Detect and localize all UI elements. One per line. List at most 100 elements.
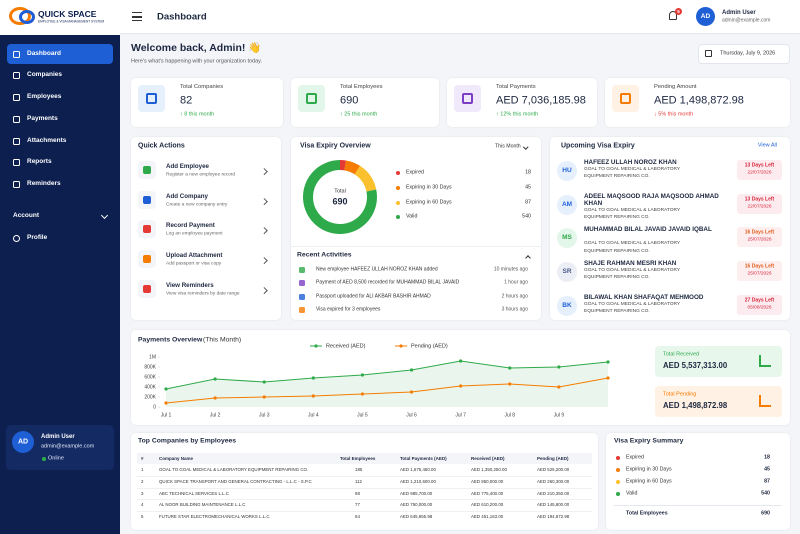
- avatar: [12, 431, 34, 453]
- table-cell: AED 1,350,250.00: [471, 466, 507, 472]
- nav-item[interactable]: Attachments: [27, 136, 67, 144]
- column-header: Total Payments (AED): [400, 455, 447, 461]
- action-title[interactable]: Upload Attachment: [166, 251, 223, 259]
- table-cell: 2: [141, 478, 144, 484]
- visa-summary-card: [606, 433, 790, 530]
- action-subtitle: Register a new employee record: [166, 172, 236, 178]
- table-cell: AED 525,200.00: [537, 466, 570, 472]
- user-name: Admin User: [41, 434, 75, 440]
- employee-company: GOAL TO GOAL MEDICAL & LABORATORY EQUIPM…: [584, 301, 680, 314]
- stat-trend: ↑ 25 this month: [340, 111, 378, 118]
- avatar-initials: AD: [700, 12, 711, 20]
- action-title[interactable]: View Reminders: [166, 281, 214, 289]
- nav-item[interactable]: Companies: [27, 70, 63, 78]
- legend-dot: [396, 215, 400, 220]
- column-header: #: [141, 455, 144, 461]
- employee-name: ADEEL MAQSOOD RAJA MAQSOOD AHMAD KHAN: [584, 192, 719, 207]
- stat-trend: ↓ 5% this month: [654, 111, 694, 118]
- table-cell: 5: [141, 513, 144, 519]
- card-title: Recent Activities: [297, 251, 352, 259]
- row-divider: [137, 499, 592, 501]
- column-header: Total Employees: [340, 455, 376, 461]
- nav-item[interactable]: Reminders: [27, 179, 61, 187]
- legend-dot: [396, 200, 400, 205]
- nav-item[interactable]: Reports: [27, 157, 52, 165]
- nav-item[interactable]: Employees: [27, 92, 62, 100]
- employee-avatar: [557, 262, 577, 283]
- table-cell: 98: [355, 490, 360, 496]
- legend-label: Expiring in 60 Days: [406, 198, 452, 205]
- bell-icon[interactable]: [669, 11, 677, 20]
- employee-name: SHAJE RAHMAN MESRI KHAN: [584, 260, 677, 268]
- table-cell: AED 260,300.00: [537, 478, 570, 484]
- stat-icon: [306, 93, 317, 104]
- legend-dot: [396, 185, 400, 190]
- legend-dot: [616, 491, 621, 497]
- table-cell: GOAL TO GOAL MEDICAL & LABORATORY EQUIPM…: [159, 466, 309, 472]
- legend-value: 87: [525, 198, 531, 205]
- days-badge: [737, 294, 782, 315]
- nav-item[interactable]: Payments: [27, 114, 58, 122]
- nav-icon: [13, 180, 20, 188]
- legend-dot: [616, 479, 621, 485]
- expiry-date: 22/07/2026: [747, 170, 772, 176]
- nav-item[interactable]: Dashboard: [27, 49, 61, 57]
- action-subtitle: Log an employee payment: [166, 231, 223, 237]
- activity-text: Passport uploaded for ALI AKBAR BASHIR A…: [316, 293, 431, 300]
- table-cell: 64: [355, 513, 360, 519]
- activity-icon: [299, 267, 305, 273]
- employee-company: GOAL TO GOAL MEDICAL & LABORATORY EQUIPM…: [584, 268, 680, 281]
- days-badge: [737, 261, 782, 282]
- table-cell: AL NOOR BUILDING MAINTENANCE L.L.C: [159, 502, 246, 508]
- column-header: Pending (AED): [537, 455, 569, 461]
- legend-value: 18: [525, 169, 531, 176]
- action-title[interactable]: Add Company: [166, 192, 208, 200]
- table-cell: AED 194,872.98: [537, 513, 570, 519]
- stat-value: AED 1,498,872.98: [654, 94, 744, 107]
- nav-icon: [13, 158, 20, 166]
- action-title[interactable]: Record Payment: [166, 222, 215, 230]
- days-left: 27 Days Left: [744, 297, 775, 304]
- nav-icon: [13, 71, 20, 79]
- status-dot: [42, 457, 46, 461]
- employee-avatar: [557, 194, 577, 215]
- employee-company: GOAL TO GOAL MEDICAL & LABORATORY EQUIPM…: [584, 207, 680, 220]
- employee-initials: BK: [562, 301, 572, 309]
- menu-toggle[interactable]: [132, 12, 142, 21]
- header-user-email: admin@example.com: [722, 17, 771, 24]
- action-title[interactable]: Add Employee: [166, 162, 209, 170]
- brand-tagline: EMPLOYEE & VISA MANAGEMENT SYSTEM: [38, 19, 105, 24]
- divider: [291, 246, 541, 247]
- chart-title: Visa Expiry Overview: [300, 142, 371, 150]
- user-status: Online: [48, 455, 64, 462]
- legend-dot: [616, 467, 621, 473]
- user-email: admin@example.com: [41, 443, 95, 450]
- view-all-link[interactable]: View All: [757, 142, 777, 149]
- table-cell: AED 775,400.00: [471, 490, 504, 496]
- action-icon: [143, 225, 151, 234]
- chart-filter[interactable]: This Month: [495, 143, 521, 150]
- table-cell: 77: [355, 502, 360, 508]
- summary-total-label: Total Employees: [626, 510, 668, 517]
- action-icon: [143, 284, 151, 293]
- card-title: Upcoming Visa Expiry: [561, 142, 635, 150]
- employee-company: GOAL TO GOAL MEDICAL & LABORATORY EQUIPM…: [584, 167, 680, 180]
- activity-icon: [299, 280, 305, 287]
- total-value: AED 5,537,313.00: [663, 361, 728, 371]
- employee-name: HAFEEZ ULLAH NOROZ KHAN: [584, 159, 677, 166]
- row-divider: [137, 511, 592, 513]
- table-cell: ABC TECHNICAL SERVICES L.L.C: [159, 490, 229, 496]
- action-icon: [143, 166, 151, 174]
- days-left: 13 Days Left: [744, 196, 775, 203]
- stat-value: AED 7,036,185.98: [496, 94, 586, 107]
- summary-label: Expiring in 30 Days: [626, 466, 672, 473]
- activity-time: 3 hours ago: [501, 306, 528, 313]
- employee-initials: SR: [562, 267, 572, 275]
- column-header: Company Name: [159, 455, 194, 461]
- table-cell: AED 950,000.00: [471, 478, 504, 484]
- table-cell: AED 210,350.00: [537, 490, 570, 496]
- stat-icon-bg: [454, 85, 481, 112]
- summary-value: 87: [764, 478, 770, 485]
- nav-item[interactable]: Profile: [27, 233, 48, 241]
